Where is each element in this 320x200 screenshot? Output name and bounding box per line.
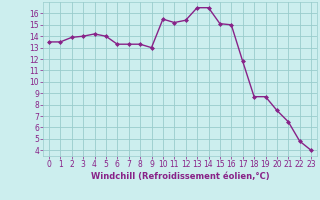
X-axis label: Windchill (Refroidissement éolien,°C): Windchill (Refroidissement éolien,°C)	[91, 172, 269, 181]
